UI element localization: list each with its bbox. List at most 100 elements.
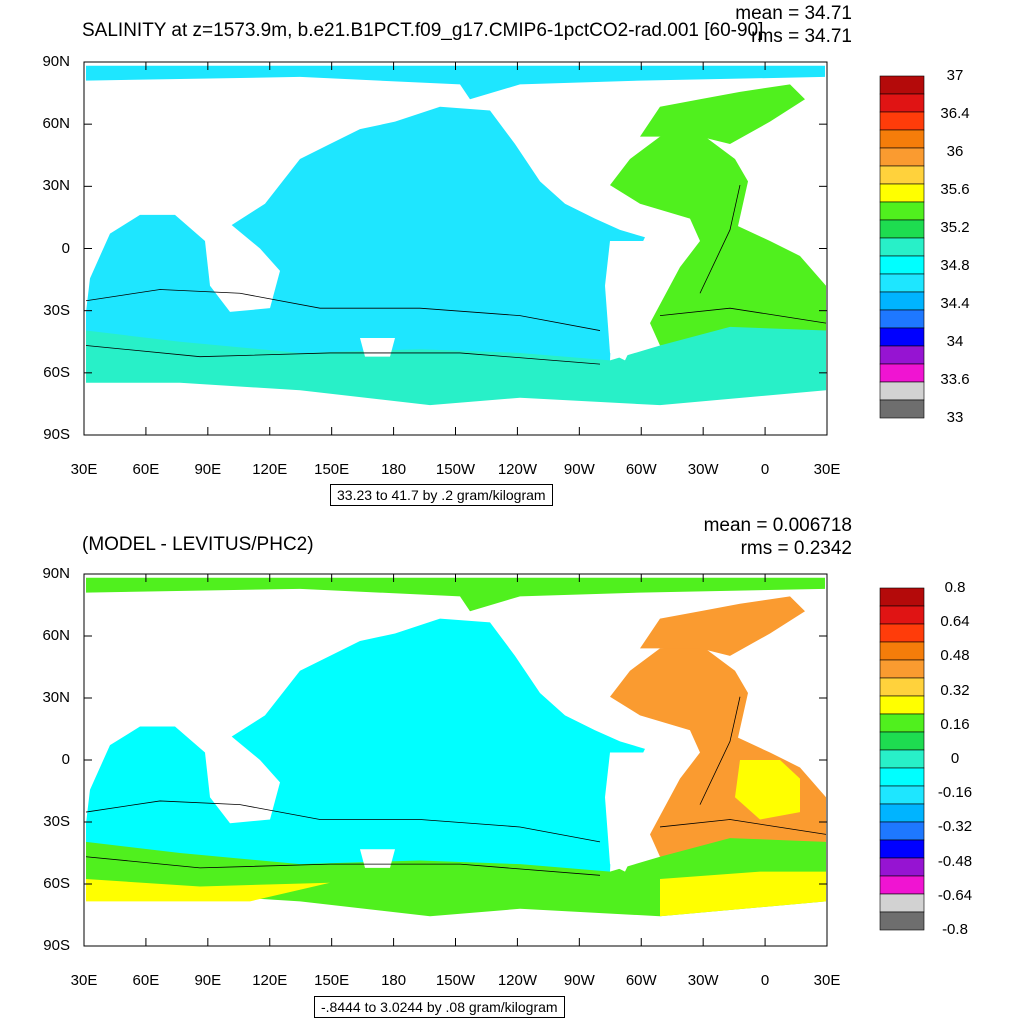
colorbar-label-bottom: -0.32 [937,818,973,836]
colorbar-swatch-bottom [879,911,925,931]
colorbar-label-top: 37 [946,67,964,84]
colorbar-swatch-top [879,111,925,131]
atlantic-ocean-top [610,132,826,346]
y-label-bottom: 90S [43,937,70,954]
y-label-top: 60S [43,363,70,381]
colorbar-swatch-bottom [879,641,925,661]
colorbar-swatch-top [879,237,925,257]
contour-3-bottom [659,819,827,835]
x-label-bottom: 30E [813,972,841,989]
panel-bottom-rms: rms = 0.2342 [740,538,852,559]
x-label-bottom: 150W [435,972,476,989]
x-label-bottom: 180 [381,972,407,989]
y-label-bottom: 30S [43,813,70,830]
australia-bottom [205,722,280,824]
x-label-top: 150W [435,461,476,478]
contour-3-top [659,307,827,324]
x-label-bottom: 30W [687,972,719,989]
x-label-top: 60W [625,461,657,478]
y-label-bottom: 60S [43,875,70,892]
colorbar-swatch-bottom [879,749,925,769]
southern-positive-anomaly-east [660,871,826,917]
contour-4-bottom [699,696,741,805]
contour-2-bottom [85,856,601,876]
pacific-indian-ocean-top [86,106,645,380]
colorbar-swatch-bottom [879,803,925,823]
colorbar-swatch-top [879,327,925,347]
x-label-bottom: 0 [760,972,770,989]
contour-1-top [85,289,601,331]
arctic-ocean-top [86,65,825,100]
colorbar-label-top: 34.4 [940,295,970,312]
arctic-ocean-bottom [86,577,825,612]
panel-top-range-label: 33.23 to 41.7 by .2 gram/kilogram [330,484,553,506]
x-label-bottom: 120W [497,972,537,989]
contour-4-top [699,185,741,294]
x-label-top: 120W [497,461,537,478]
x-label-top: 90W [563,461,595,478]
colorbar-swatch-top [879,219,925,239]
colorbar-swatch-bottom [879,821,925,841]
colorbar-label-bottom: 0.16 [940,715,970,733]
colorbar-label-bottom: 0.8 [944,579,966,596]
y-label-top: 90S [43,426,70,443]
colorbar-label-bottom: 0.64 [940,613,970,631]
australia-top [205,211,280,312]
colorbar-label-bottom: -0.64 [937,886,973,904]
colorbar-label-bottom: 0.48 [940,647,970,665]
colorbar-swatch-top [879,381,925,401]
colorbar-swatch-bottom [879,767,925,787]
pacific-indian-ocean-bottom [86,618,645,891]
colorbar-swatch-bottom [879,731,925,751]
southern-positive-anomaly-west [86,879,330,902]
south-atlantic-positive-anomaly [735,760,800,820]
colorbar-swatch-bottom [879,623,925,643]
y-label-top: 60N [42,115,70,133]
x-label-bottom: 90E [194,972,222,989]
colorbar-swatch-top [879,255,925,275]
x-label-top: 0 [760,461,770,478]
x-label-top: 30E [70,461,98,478]
panel-bottom-range-label: -.8444 to 3.0244 by .08 gram/kilogram [314,996,565,1018]
colorbar-label-top: 34.8 [940,257,970,274]
colorbar-swatch-top [879,165,925,185]
colorbar-swatch-bottom [879,695,925,715]
colorbar-swatch-top [879,291,925,311]
colorbar-swatch-bottom [879,677,925,697]
y-label-top: 0 [61,239,70,257]
colorbar-label-bottom: -0.8 [942,921,968,938]
y-label-bottom: 0 [61,751,70,768]
x-label-bottom: 90W [563,972,595,989]
colorbar-swatch-bottom [879,605,925,625]
colorbar-swatch-top [879,399,925,419]
colorbar-swatch-bottom [879,857,925,877]
colorbar-swatch-bottom [879,713,925,733]
colorbar-swatch-top [879,309,925,329]
colorbar-label-top: 35.2 [940,219,970,236]
new-zealand-bottom [360,849,395,868]
colorbar-swatch-bottom [879,785,925,805]
colorbar-label-top: 36.4 [940,105,970,122]
colorbar-swatch-bottom [879,893,925,913]
panel-top-title: SALINITY at z=1573.9m, b.e21.B1PCT.f09_g… [82,20,764,41]
colorbar-label-top: 35.6 [940,181,970,198]
y-label-top: 30S [43,301,70,319]
colorbar-label-bottom: -0.48 [937,852,973,870]
southern-ocean-bottom [86,838,826,917]
colorbar-swatch-top [879,345,925,365]
colorbar-swatch-bottom [879,587,925,607]
colorbar-label-bottom: -0.16 [937,784,973,802]
colorbar-swatch-top [879,129,925,149]
panel-bottom-title: (MODEL - LEVITUS/PHC2) [82,534,314,555]
panel-top-rms: rms = 34.71 [751,26,852,47]
x-label-bottom: 60E [132,972,160,989]
southern-ocean-top [86,326,826,406]
colorbar-swatch-top [879,75,925,95]
x-label-top: 90E [194,461,222,478]
colorbar-swatch-bottom [879,875,925,895]
x-label-bottom: 30E [70,972,98,989]
colorbar-swatch-bottom [879,839,925,859]
x-label-top: 30W [687,461,719,478]
x-label-top: 120E [252,461,288,478]
